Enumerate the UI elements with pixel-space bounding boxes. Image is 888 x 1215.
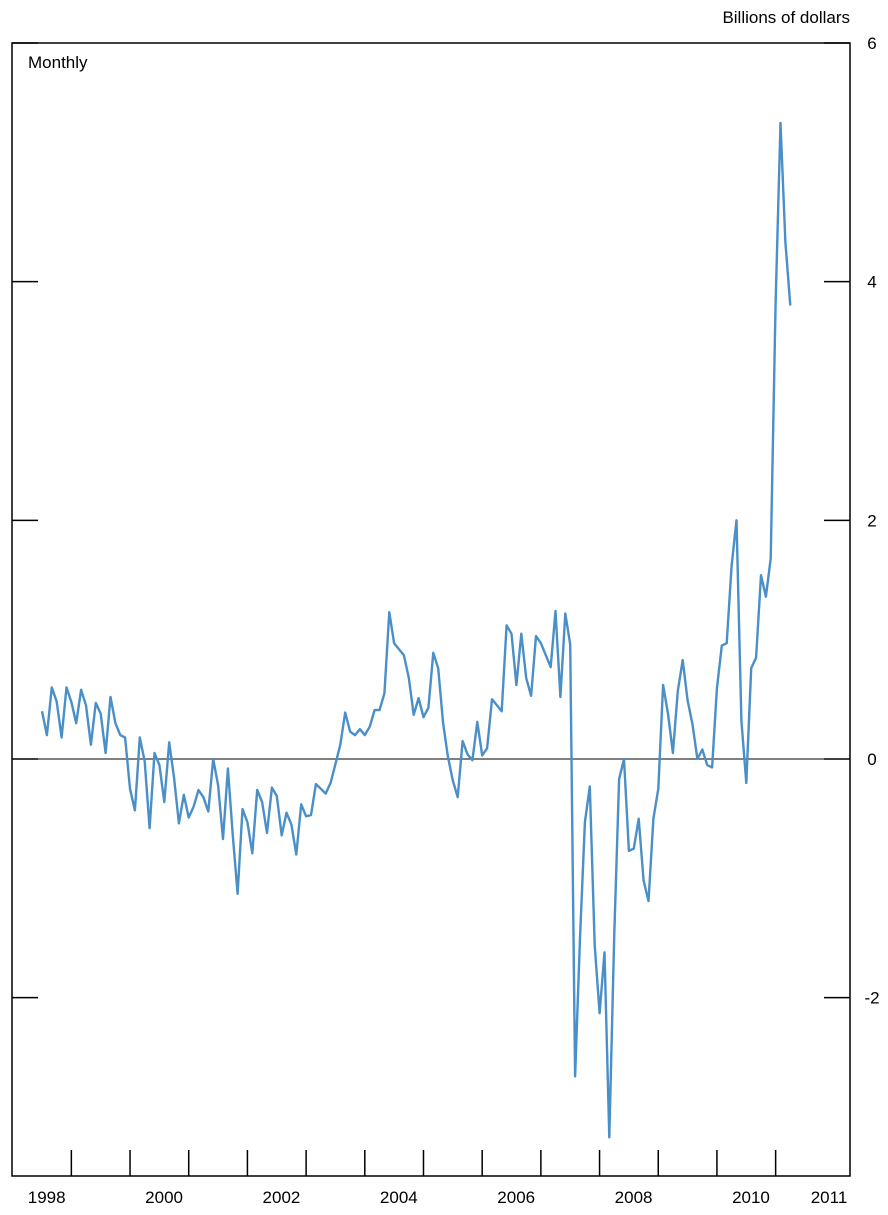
x-tick-label: 2000 xyxy=(145,1188,183,1207)
x-tick-label: 2010 xyxy=(732,1188,770,1207)
plot-border xyxy=(11,42,851,1177)
x-tick-label: 2008 xyxy=(615,1188,653,1207)
y-tick-label: 0 xyxy=(867,750,876,769)
series-line xyxy=(40,121,792,1139)
frequency-label: Monthly xyxy=(28,53,88,72)
y-tick-label: -2 xyxy=(864,989,879,1008)
x-tick-label: 2011 xyxy=(811,1188,848,1207)
x-tick-label: 2002 xyxy=(263,1188,301,1207)
axis-ticks xyxy=(12,42,850,1176)
series-layer xyxy=(40,121,792,1139)
chart-frame xyxy=(11,42,851,1177)
tick-labels: -2 0 2 4 6 1998 2000 2002 2004 2006 2008 2010 2011 xyxy=(28,34,880,1207)
x-tick-label: 2004 xyxy=(380,1188,418,1207)
y-tick-label: 4 xyxy=(867,273,876,292)
y-tick-label: 2 xyxy=(867,511,876,530)
x-tick-label: 1998 xyxy=(28,1188,66,1207)
y-tick-label: 6 xyxy=(867,34,876,53)
x-tick-label: 2006 xyxy=(497,1188,535,1207)
y-axis-unit-label: Billions of dollars xyxy=(722,8,850,27)
